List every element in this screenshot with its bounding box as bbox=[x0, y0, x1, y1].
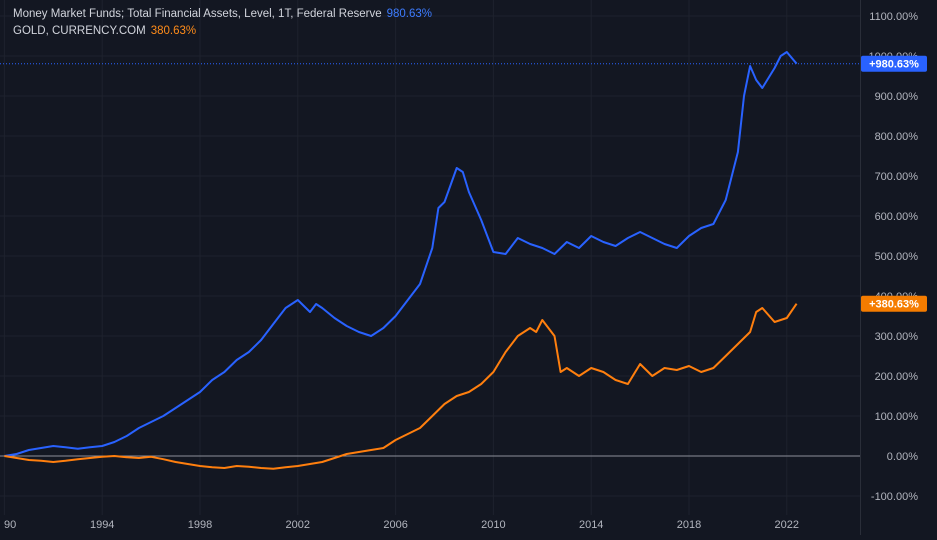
y-tick-label-5: 600.00% bbox=[875, 211, 919, 223]
legend-value-money-market: 980.63% bbox=[386, 8, 433, 20]
legend-title-money-market: Money Market Funds; Total Financial Asse… bbox=[13, 8, 382, 20]
y-tick-label-4: 700.00% bbox=[875, 171, 919, 183]
legend-title-gold: GOLD, CURRENCY.COM bbox=[13, 25, 146, 37]
y-tick-label-6: 500.00% bbox=[875, 251, 919, 263]
y-tick-label-0: 1100.00% bbox=[869, 11, 918, 23]
last-value-badge-1: +380.63% bbox=[869, 299, 919, 311]
y-tick-label-12: -100.00% bbox=[871, 491, 918, 503]
y-tick-label-2: 900.00% bbox=[875, 91, 919, 103]
x-tick-label-5: 2010 bbox=[481, 519, 505, 531]
y-tick-label-9: 200.00% bbox=[875, 371, 919, 383]
x-tick-label-8: 2022 bbox=[775, 519, 799, 531]
legend-series-money-market[interactable]: Money Market Funds; Total Financial Asse… bbox=[13, 8, 432, 20]
x-tick-label-6: 2014 bbox=[579, 519, 603, 531]
y-tick-label-3: 800.00% bbox=[875, 131, 919, 143]
series-line-1[interactable] bbox=[4, 303, 798, 470]
x-tick-label-2: 1998 bbox=[188, 519, 212, 531]
last-value-badge-bg-1 bbox=[861, 295, 927, 312]
x-tick-label-0: 90 bbox=[4, 519, 16, 531]
x-tick-label-3: 2002 bbox=[286, 519, 310, 531]
axis-separator bbox=[860, 0, 861, 535]
last-value-badge-bg-0 bbox=[861, 55, 927, 72]
x-tick-label-7: 2018 bbox=[677, 519, 701, 531]
series-lines bbox=[4, 51, 798, 470]
y-tick-label-8: 300.00% bbox=[875, 331, 919, 343]
legend-series-gold[interactable]: GOLD, CURRENCY.COM 380.63% bbox=[13, 25, 196, 37]
x-tick-label-1: 1994 bbox=[90, 519, 114, 531]
x-tick-label-4: 2006 bbox=[383, 519, 407, 531]
last-value-badges: +980.63% +380.63% bbox=[861, 55, 927, 312]
y-tick-label-10: 100.00% bbox=[875, 411, 919, 423]
y-axis: 1100.00%1000.00%900.00%800.00%700.00%600… bbox=[868, 11, 918, 503]
y-tick-label-11: 0.00% bbox=[887, 451, 918, 463]
legend-value-gold: 380.63% bbox=[150, 25, 197, 37]
last-value-badge-0: +980.63% bbox=[869, 59, 919, 71]
series-line-0[interactable] bbox=[4, 51, 798, 457]
x-axis: 90 1994 1998 2002 2006 2010 2014 2018 2022 bbox=[4, 519, 799, 531]
